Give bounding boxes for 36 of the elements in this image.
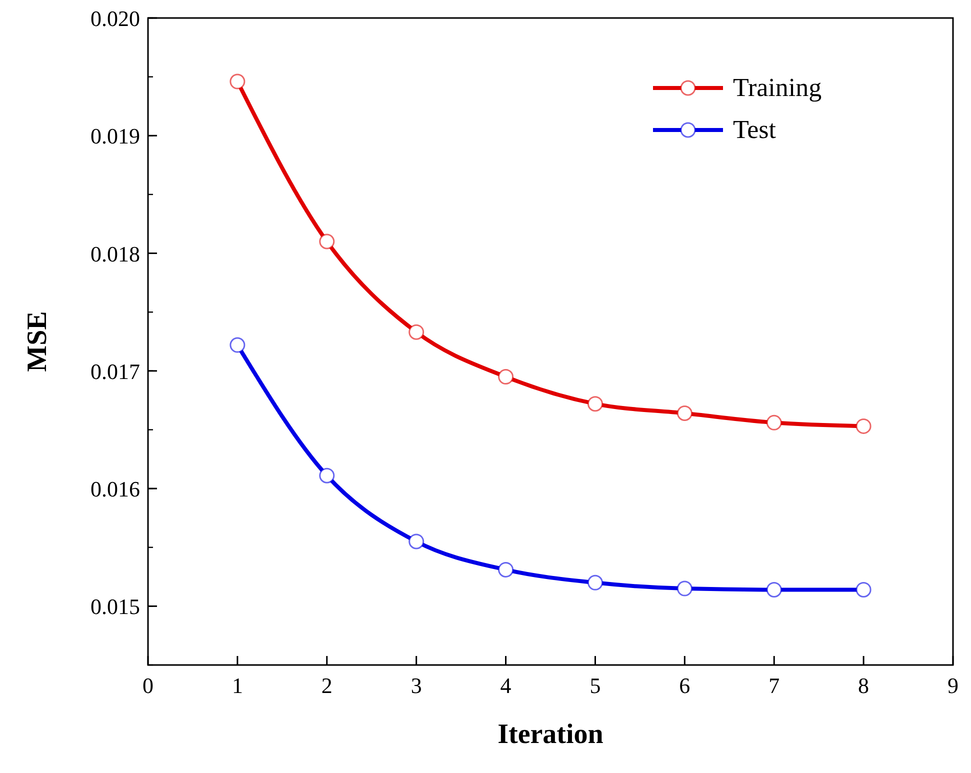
point: [319, 234, 335, 250]
y-tick-label: 0.019: [90, 124, 140, 149]
y-tick-label: 0.016: [90, 476, 140, 502]
point: [498, 369, 514, 385]
point: [587, 574, 603, 590]
y-tick-label: 0.017: [90, 358, 140, 384]
legend-label: Test: [733, 115, 777, 144]
y-axis-title: MSE: [22, 311, 53, 372]
point: [498, 562, 514, 578]
x-tick-label: 4: [500, 673, 512, 698]
x-tick-label: 9: [948, 673, 958, 698]
y-tick-label: 0.018: [90, 241, 140, 266]
point: [766, 582, 782, 598]
x-tick-label: 3: [410, 673, 422, 698]
point: [856, 582, 872, 598]
x-tick-label: 7: [768, 673, 780, 698]
point: [856, 418, 872, 434]
x-tick-label: 0: [142, 673, 154, 698]
point: [230, 337, 246, 353]
x-axis-title: Iteration: [498, 719, 604, 750]
y-tick-label: 0.015: [90, 594, 140, 620]
x-tick-label: 6: [679, 673, 690, 698]
x-tick-label: 8: [858, 673, 870, 698]
point: [230, 74, 246, 90]
legend-label: Training: [733, 73, 822, 102]
y-tick-label: 0.020: [90, 6, 140, 31]
x-tick-label: 1: [232, 673, 243, 698]
point: [408, 534, 424, 550]
point: [676, 580, 692, 596]
point: [766, 414, 782, 430]
point: [408, 324, 424, 340]
point: [587, 396, 603, 412]
x-tick-label: 5: [590, 673, 601, 698]
point: [319, 468, 335, 484]
x-tick-label: 2: [321, 673, 332, 698]
point: [676, 406, 692, 422]
